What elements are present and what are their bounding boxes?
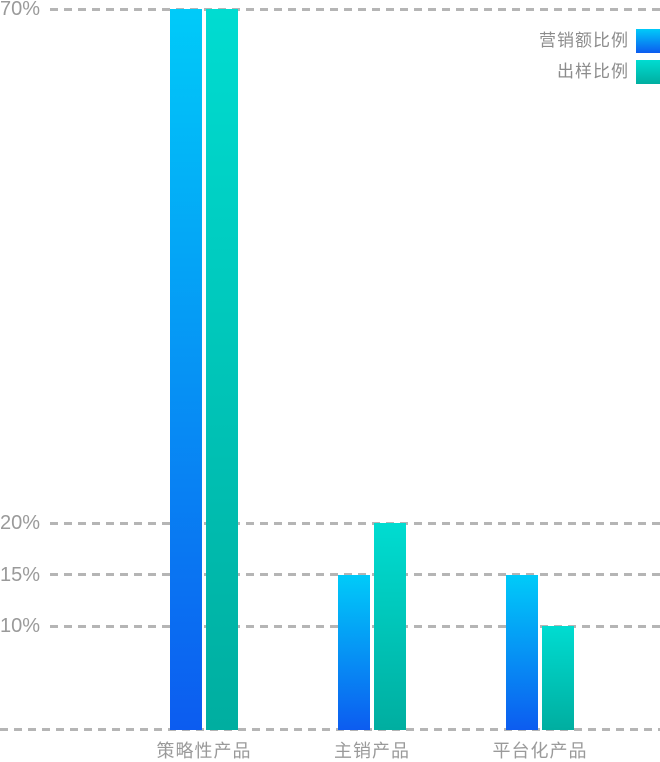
legend-label: 营销额比例 xyxy=(539,31,629,50)
bar-teal-cat2 xyxy=(542,626,574,730)
bar-blue-cat0 xyxy=(170,9,202,730)
chart-legend: 营销额比例 出样比例 xyxy=(539,29,660,84)
legend-swatch-blue xyxy=(636,29,660,53)
y-tick-label-15: 15% xyxy=(0,563,41,586)
bar-blue-cat1 xyxy=(338,574,370,730)
legend-swatch-teal xyxy=(636,60,660,84)
bar-teal-cat0 xyxy=(206,9,238,730)
y-tick-label-70: 70% xyxy=(0,0,41,20)
category-label-1: 主销产品 xyxy=(334,741,410,761)
legend-item-display-ratio[interactable]: 出样比例 xyxy=(557,60,660,84)
gridline-baseline xyxy=(0,727,660,731)
bar-teal-cat1 xyxy=(374,523,406,730)
bar-blue-cat2 xyxy=(506,574,538,730)
gridline-70 xyxy=(50,7,660,11)
legend-label: 出样比例 xyxy=(557,62,629,81)
y-tick-label-10: 10% xyxy=(0,615,41,638)
legend-item-sales-ratio[interactable]: 营销额比例 xyxy=(539,29,660,53)
category-label-0: 策略性产品 xyxy=(156,741,252,761)
gridline-20 xyxy=(50,521,660,525)
y-tick-label-20: 20% xyxy=(0,512,41,535)
category-label-2: 平台化产品 xyxy=(492,741,588,761)
